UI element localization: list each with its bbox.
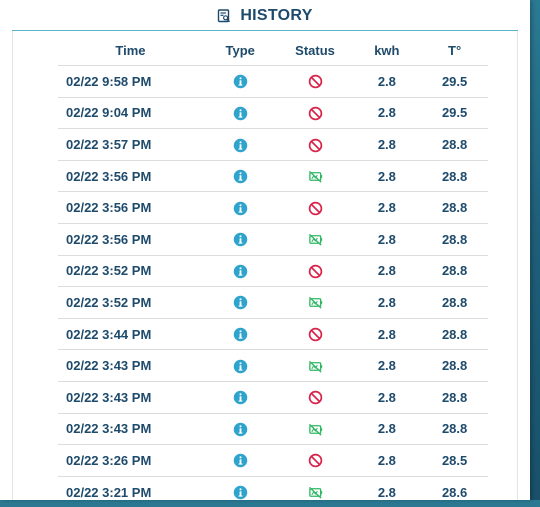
history-table: Time Type Status kwh T° 02/22 9:58 PM 2.8… [58,35,488,507]
row-time: 02/22 3:21 PM [58,475,203,507]
row-temp: 28.8 [421,286,488,319]
row-kwh: 2.8 [352,254,422,287]
info-icon[interactable] [233,389,248,405]
row-time: 02/22 3:52 PM [58,254,203,287]
info-icon[interactable] [233,326,248,342]
row-kwh: 2.8 [352,286,422,319]
row-time: 02/22 3:57 PM [58,128,203,161]
device-off-icon [308,421,323,436]
row-time: 02/22 3:43 PM [58,380,203,414]
info-icon[interactable] [233,421,248,437]
row-time: 02/22 3:56 PM [58,159,203,192]
row-time: 02/22 9:04 PM [58,96,203,129]
header-divider [12,30,518,31]
row-kwh: 2.8 [352,159,422,192]
info-icon[interactable] [233,452,248,468]
row-temp: 28.8 [421,191,488,224]
row-kwh: 2.8 [352,128,422,161]
table-row[interactable]: 02/22 3:26 PM 2.8 28.5 [58,444,488,477]
device-off-icon [308,484,323,499]
table-row[interactable]: 02/22 3:56 PM 2.8 28.8 [58,191,488,224]
row-temp: 28.8 [421,349,488,382]
table-row[interactable]: 02/22 3:21 PM 2.8 28.6 [58,475,488,507]
blocked-icon [308,105,323,121]
info-icon[interactable] [233,136,248,152]
table-row[interactable]: 02/22 3:56 PM 2.8 28.8 [58,159,488,192]
device-off-icon [308,168,323,183]
row-kwh: 2.8 [352,191,422,224]
page-title: HISTORY [240,6,313,24]
blocked-icon [308,136,323,152]
row-temp: 28.8 [421,380,488,414]
blocked-icon [308,452,323,468]
info-icon[interactable] [233,105,248,121]
table-row[interactable]: 02/22 3:52 PM 2.8 28.8 [58,286,488,319]
table-row[interactable]: 02/22 3:56 PM 2.8 28.8 [58,222,488,256]
row-time: 02/22 3:56 PM [58,222,203,256]
table-row[interactable]: 02/22 3:52 PM 2.8 28.8 [58,254,488,287]
row-time: 02/22 3:52 PM [58,286,203,319]
blocked-icon [308,200,323,215]
blocked-icon [308,326,323,342]
table-row[interactable]: 02/22 9:58 PM 2.8 29.5 [58,65,488,98]
row-time: 02/22 3:43 PM [58,412,203,445]
row-temp: 28.8 [421,222,488,256]
device-off-icon [308,231,323,246]
row-kwh: 2.8 [352,349,422,382]
row-temp: 28.8 [421,254,488,287]
row-temp: 28.8 [421,128,488,161]
blocked-icon [308,73,323,89]
table-row[interactable]: 02/22 3:43 PM 2.8 28.8 [58,412,488,445]
column-header-status[interactable]: Status [295,42,335,58]
blocked-icon [308,263,323,279]
device-off-icon [308,294,323,310]
row-kwh: 2.8 [352,444,422,477]
info-icon[interactable] [233,263,248,279]
row-temp: 28.6 [421,475,488,507]
column-header-time[interactable]: Time [115,42,146,58]
row-kwh: 2.8 [352,475,422,507]
column-header-kwh[interactable]: kwh [374,42,400,58]
row-temp: 28.8 [421,159,488,192]
row-time: 02/22 9:58 PM [58,65,203,98]
row-kwh: 2.8 [352,222,422,256]
info-icon[interactable] [233,168,248,184]
info-icon[interactable] [233,200,248,215]
row-time: 02/22 3:44 PM [58,317,203,350]
table-row[interactable]: 02/22 3:43 PM 2.8 28.8 [58,349,488,382]
row-kwh: 2.8 [352,317,422,350]
receipt-search-icon [217,8,231,23]
table-row[interactable]: 02/22 3:44 PM 2.8 28.8 [58,317,488,350]
row-time: 02/22 3:56 PM [58,191,203,224]
column-header-temp[interactable]: T° [448,42,462,58]
panel-header: HISTORY [0,0,530,31]
blocked-icon [308,389,323,405]
row-kwh: 2.8 [352,412,422,445]
row-kwh: 2.8 [352,96,422,129]
row-temp: 28.8 [421,317,488,350]
info-icon[interactable] [233,73,248,89]
info-icon[interactable] [233,484,248,500]
row-time: 02/22 3:26 PM [58,444,203,477]
row-time: 02/22 3:43 PM [58,349,203,382]
row-temp: 29.5 [421,96,488,129]
table-row[interactable]: 02/22 3:43 PM 2.8 28.8 [58,380,488,414]
table-header-row: Time Type Status kwh T° [58,35,488,66]
row-temp: 28.8 [421,412,488,445]
column-header-type[interactable]: Type [225,42,255,58]
info-icon[interactable] [233,294,248,310]
history-card [12,31,518,500]
table-row[interactable]: 02/22 9:04 PM 2.8 29.5 [58,96,488,129]
row-kwh: 2.8 [352,65,422,98]
row-temp: 29.5 [421,65,488,98]
info-icon[interactable] [233,231,248,247]
table-row[interactable]: 02/22 3:57 PM 2.8 28.8 [58,128,488,161]
device-off-icon [308,358,323,373]
info-icon[interactable] [233,358,248,373]
row-kwh: 2.8 [352,380,422,414]
row-temp: 28.5 [421,444,488,477]
